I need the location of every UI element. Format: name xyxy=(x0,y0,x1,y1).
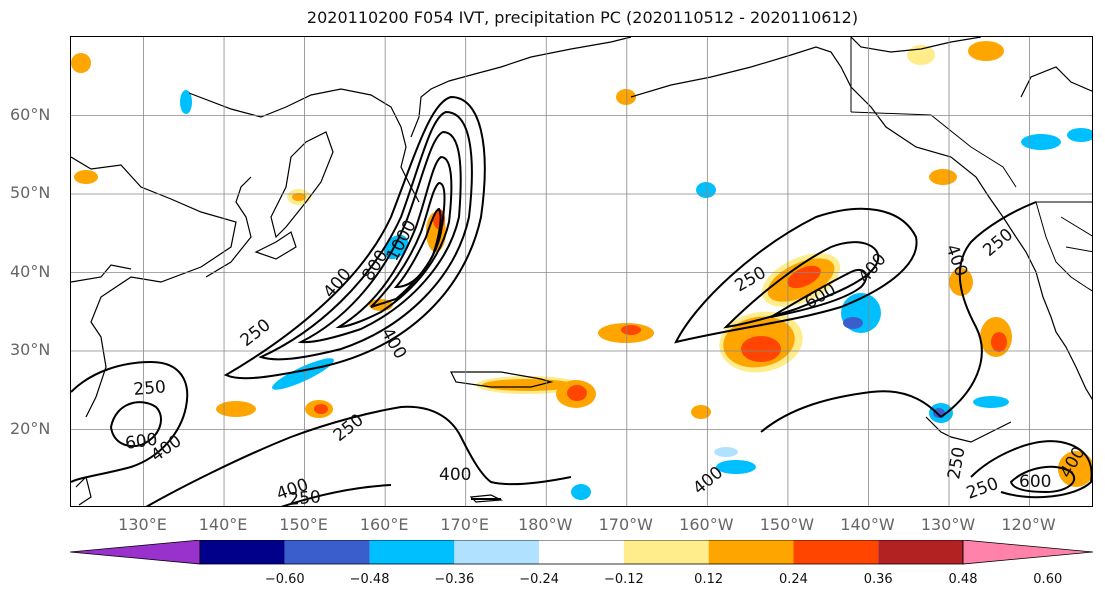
lon-label-120w: 120°W xyxy=(1001,515,1056,534)
colorbar-cell xyxy=(539,540,624,564)
colorbar-tick: 0.24 xyxy=(778,572,808,587)
colorbar-tick: 0.36 xyxy=(863,572,893,587)
contour-label: 600 xyxy=(124,430,159,454)
colorbar-tick: 0.48 xyxy=(948,572,978,587)
lon-label-130e: 130°E xyxy=(118,515,167,534)
colorbar xyxy=(70,540,1094,565)
map-panel[interactable]: 250 400 800 1000 400 250 600 400 250 400… xyxy=(70,36,1093,507)
map-canvas: 250 400 800 1000 400 250 600 400 250 400… xyxy=(71,37,1092,507)
lon-label-170e: 170°E xyxy=(440,515,490,534)
colorbar-tick: 0.12 xyxy=(694,572,724,587)
colorbar-tick: −0.24 xyxy=(519,572,560,587)
lat-label-60n: 60°N xyxy=(10,104,51,124)
lon-label-130w: 130°W xyxy=(920,515,976,534)
colorbar-tick: −0.12 xyxy=(603,572,644,587)
colorbar-extend-min xyxy=(70,540,201,565)
colorbar-cell xyxy=(793,540,879,564)
colorbar-outline xyxy=(199,540,964,565)
contour-label: 250 xyxy=(288,487,322,507)
colorbar-cell xyxy=(708,540,794,564)
colorbar-cell xyxy=(454,540,540,564)
colorbar-cell xyxy=(369,540,455,564)
contour-label: 400 xyxy=(855,249,891,287)
colorbar-extend-max xyxy=(962,540,1094,565)
colorbar-tick: −0.60 xyxy=(264,572,305,587)
contour-label: 250 xyxy=(237,315,275,351)
lon-label-140w: 140°W xyxy=(840,515,895,534)
colorbar-cell xyxy=(200,540,285,564)
lat-label-30n: 30°N xyxy=(10,340,51,359)
borders xyxy=(850,37,1092,292)
ivt-contours xyxy=(71,95,1092,506)
lat-label-20n: 20°N xyxy=(10,418,51,438)
lon-label-180w: 180°W xyxy=(518,515,573,534)
contour-label: 400 xyxy=(439,465,471,485)
contour-label: 600 xyxy=(1019,472,1051,492)
colorbar-cell xyxy=(284,540,370,564)
contour-label: 250 xyxy=(133,377,167,400)
lon-label-160w: 160°W xyxy=(679,515,734,534)
colorbar-tick: −0.48 xyxy=(349,572,390,587)
map-title: 2020110200 F054 IVT, precipitation PC (2… xyxy=(306,8,859,27)
contour-label: 250 xyxy=(964,474,1001,504)
lat-label-50n: 50°N xyxy=(10,183,51,202)
lon-label-150w: 150°W xyxy=(759,515,815,534)
colorbar-cells xyxy=(70,540,1094,565)
contour-labels: 250 400 800 1000 400 250 600 400 250 400… xyxy=(124,217,1090,507)
lat-label-40n: 40°N xyxy=(10,261,51,281)
contour-label: 250 xyxy=(944,445,969,480)
gridlines xyxy=(71,37,1092,506)
lon-label-150e: 150°E xyxy=(279,515,328,534)
colorbar-cell xyxy=(878,540,963,564)
colorbar-tick: −0.36 xyxy=(434,572,475,587)
lon-label-170w: 170°W xyxy=(598,515,653,534)
lon-label-140e: 140°E xyxy=(198,515,248,534)
colorbar-tick: 0.60 xyxy=(1033,572,1063,587)
colorbar-cell xyxy=(623,540,709,564)
contour-label: 400 xyxy=(320,264,356,302)
lon-label-160e: 160°E xyxy=(359,515,409,534)
